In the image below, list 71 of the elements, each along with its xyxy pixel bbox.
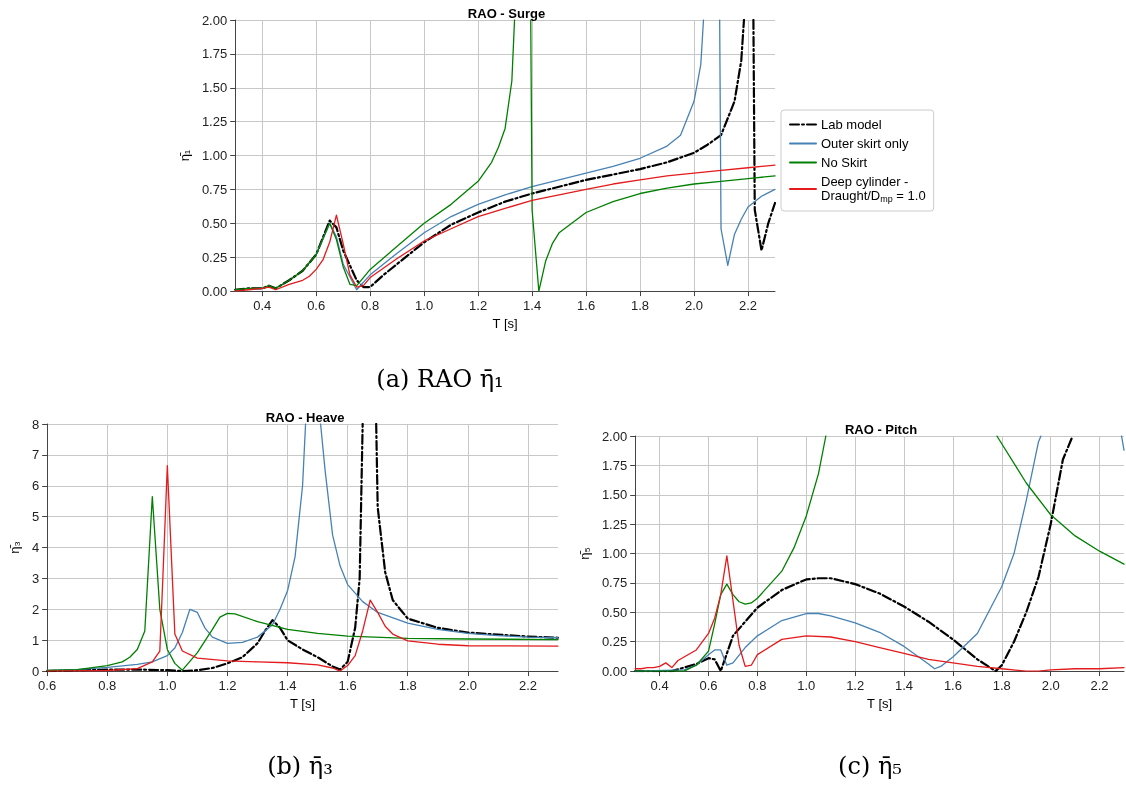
y-tick-label: 0.25	[601, 634, 628, 650]
x-tick-label: 1.0	[797, 678, 816, 694]
y-tick-label: 4	[31, 540, 40, 556]
x-tick-label: 1.8	[398, 678, 417, 694]
y-tick-label: 1	[31, 632, 40, 648]
y-tick-label: 1.75	[601, 457, 628, 473]
x-tick-label: 0.6	[307, 298, 326, 314]
x-tick-label: 1.2	[846, 678, 865, 694]
x-axis-title: T [s]	[867, 696, 893, 711]
x-tick-label: 2.0	[684, 298, 704, 314]
y-tick-label: 2.00	[601, 428, 628, 444]
x-tick-label: 2.0	[458, 678, 477, 694]
x-tick-label: 1.4	[278, 678, 297, 694]
x-tick-label: 1.8	[631, 298, 650, 314]
y-tick-label: 2.00	[201, 12, 228, 28]
x-tick-label: 0.4	[650, 678, 669, 694]
x-tick-label: 1.6	[943, 678, 962, 694]
text: (b) η̄₃	[267, 752, 333, 780]
y-tick-label: 3	[31, 570, 40, 586]
x-tick-label: 1.2	[218, 678, 237, 694]
y-tick-label: 5	[31, 509, 40, 525]
chart-title: RAO - Pitch	[844, 422, 918, 437]
x-tick-label: 0.6	[38, 678, 57, 694]
legend-label: Outer skirt only	[821, 136, 909, 151]
legend-label: Lab model	[821, 117, 882, 132]
legend-label: No Skirt	[821, 155, 868, 170]
x-tick-label: 2.2	[1090, 678, 1109, 694]
x-tick-label: 1.0	[415, 298, 434, 314]
x-tick-label: 0.4	[253, 298, 272, 314]
x-tick-label: 2.2	[518, 678, 537, 694]
y-tick-label: 1.25	[601, 516, 628, 532]
y-tick-label: 0.00	[201, 283, 228, 299]
x-axis-title: T [s]	[492, 316, 518, 331]
x-tick-label: 0.8	[98, 678, 117, 694]
y-tick-label: 0.25	[201, 249, 228, 265]
x-axis-title: T [s]	[290, 696, 316, 711]
chart-title: RAO - Surge	[467, 6, 546, 21]
y-tick-label: 0.50	[601, 604, 628, 620]
x-tick-label: 2.2	[738, 298, 758, 314]
y-axis-title: η̄₃	[7, 541, 22, 554]
y-tick-label: 1.25	[201, 114, 228, 130]
x-tick-label: 1.0	[158, 678, 177, 694]
x-tick-label: 0.6	[699, 678, 718, 694]
y-tick-label: 8	[31, 416, 40, 432]
y-tick-label: 1.00	[201, 148, 228, 164]
text: (a) RAO η̄₁	[376, 365, 504, 393]
y-tick-label: 1.50	[201, 80, 228, 96]
x-tick-label: 1.6	[338, 678, 357, 694]
x-tick-label: 1.6	[577, 298, 596, 314]
x-tick-label: 2.0	[1041, 678, 1060, 694]
y-tick-label: 6	[31, 478, 40, 494]
y-tick-label: 0.50	[201, 215, 228, 231]
x-tick-label: 1.4	[895, 678, 914, 694]
y-tick-label: 7	[31, 447, 40, 463]
text: (c) η̄₅	[838, 752, 902, 780]
y-tick-label: 1.00	[601, 546, 628, 562]
x-tick-label: 1.4	[523, 298, 542, 314]
x-tick-label: 1.2	[469, 298, 488, 314]
y-tick-label: 0.75	[601, 575, 628, 591]
chart-title: RAO - Heave	[265, 410, 345, 425]
y-axis-title: η̄₅	[577, 547, 592, 560]
x-tick-label: 1.8	[992, 678, 1011, 694]
y-tick-label: 0.00	[601, 663, 628, 679]
y-tick-label: 1.75	[201, 46, 228, 62]
x-tick-label: 0.8	[748, 678, 767, 694]
y-tick-label: 0	[31, 663, 40, 679]
y-tick-label: 1.50	[601, 487, 628, 503]
y-axis-title: η̄₁	[177, 149, 192, 162]
y-tick-label: 0.75	[201, 181, 228, 197]
x-tick-label: 0.8	[361, 298, 380, 314]
y-tick-label: 2	[31, 601, 40, 617]
